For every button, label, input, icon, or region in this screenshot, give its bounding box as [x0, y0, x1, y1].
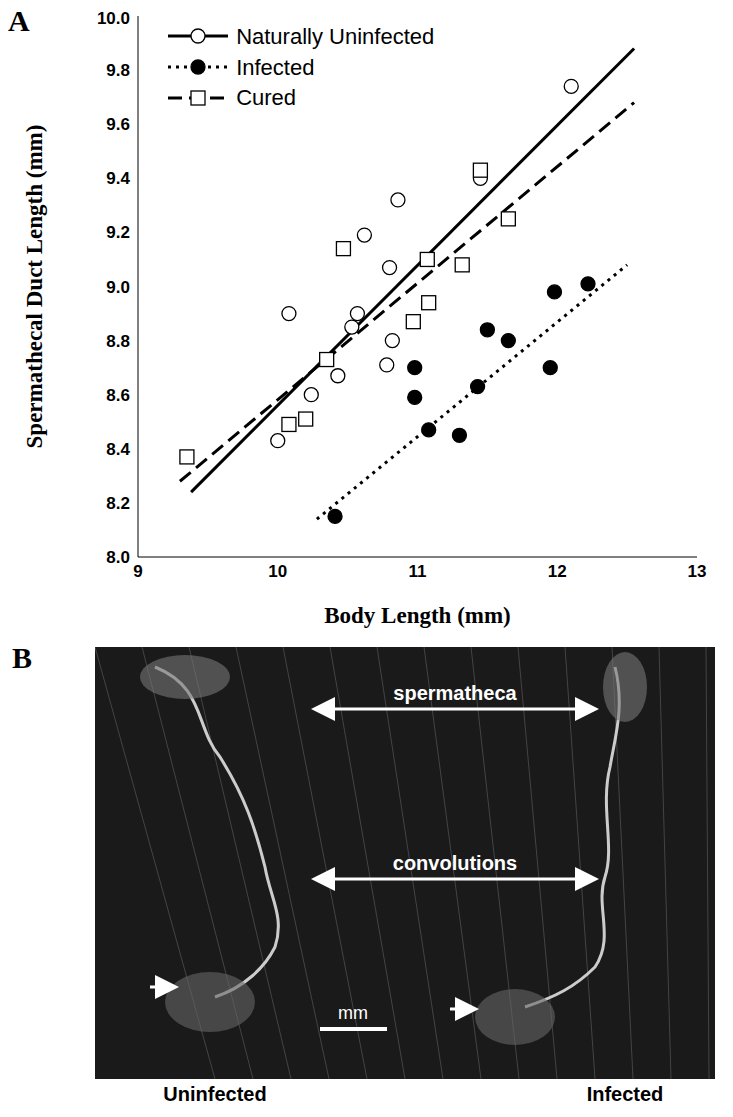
- svg-text:10.0: 10.0: [97, 9, 130, 28]
- svg-text:10: 10: [268, 562, 287, 581]
- svg-text:9.6: 9.6: [106, 115, 130, 134]
- svg-text:13: 13: [688, 562, 707, 581]
- svg-text:spermatheca: spermatheca: [393, 682, 517, 704]
- html-text:B: B: [12, 641, 32, 674]
- svg-text:Spermathecal Duct Length (mm): Spermathecal Duct Length (mm): [22, 125, 47, 449]
- svg-text:8.4: 8.4: [106, 440, 130, 459]
- html-text:Cured: Cured: [236, 85, 296, 111]
- html-text:Infected: Infected: [236, 54, 315, 80]
- svg-text:convolutions: convolutions: [393, 852, 517, 874]
- svg-text:11: 11: [409, 562, 427, 581]
- svg-text:9: 9: [133, 562, 142, 581]
- svg-text:8.6: 8.6: [106, 386, 130, 405]
- svg-text:9.8: 9.8: [106, 61, 130, 80]
- html-text:A: A: [8, 4, 30, 37]
- svg-text:8.8: 8.8: [106, 332, 130, 351]
- svg-text:9.2: 9.2: [106, 223, 130, 242]
- svg-text:Body Length (mm): Body Length (mm): [324, 603, 511, 628]
- svg-text:12: 12: [548, 562, 567, 581]
- html-text:Naturally Uninfected: Naturally Uninfected: [236, 23, 435, 49]
- svg-text:8.0: 8.0: [106, 548, 130, 567]
- svg-text:9.0: 9.0: [106, 278, 130, 297]
- html-text:Uninfected: Uninfected: [163, 1083, 267, 1105]
- html-text:Infected: Infected: [586, 1083, 664, 1105]
- svg-text:8.2: 8.2: [106, 494, 130, 513]
- svg-text:9.4: 9.4: [106, 169, 130, 188]
- svg-text:mm: mm: [338, 1003, 368, 1023]
